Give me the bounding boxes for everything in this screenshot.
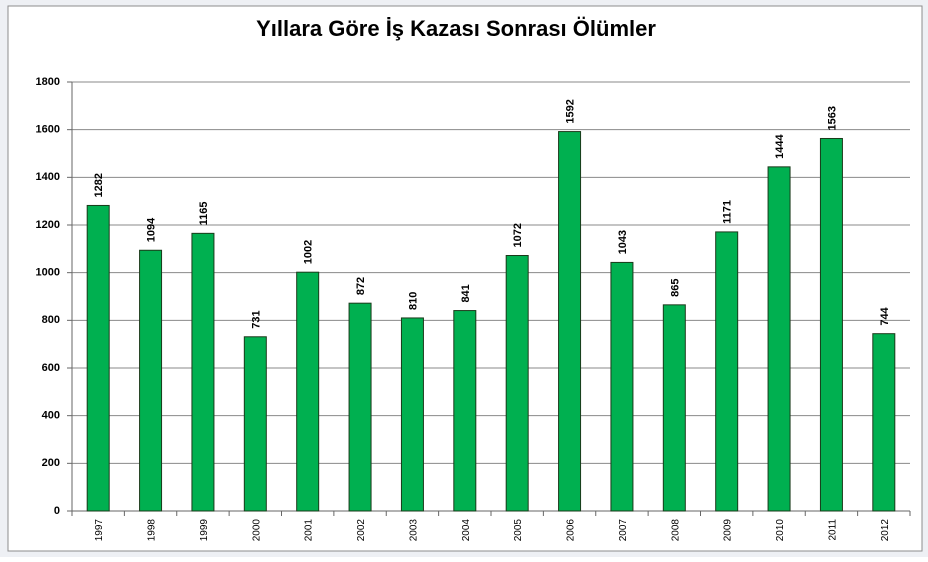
x-tick-label: 1998: [147, 519, 158, 542]
data-label: 810: [407, 292, 419, 310]
y-tick-label: 1000: [36, 267, 60, 279]
data-label: 872: [355, 277, 367, 295]
bar: [715, 231, 739, 512]
bar: [453, 310, 477, 512]
data-label: 731: [250, 310, 262, 328]
y-tick-label: 400: [42, 410, 60, 422]
bar: [662, 304, 686, 512]
y-tick-label: 0: [54, 505, 60, 517]
x-tick-label: 2005: [513, 519, 524, 542]
bar: [610, 261, 634, 512]
data-label: 1002: [303, 240, 315, 264]
data-label: 1072: [512, 223, 524, 247]
x-tick-label: 2001: [304, 519, 315, 542]
data-label: 1094: [146, 217, 158, 242]
data-label: 1043: [617, 230, 629, 254]
bar: [86, 204, 110, 512]
x-tick-label: 2008: [670, 519, 681, 542]
bar: [296, 271, 320, 512]
bar: [243, 336, 267, 512]
bar: [819, 137, 843, 512]
y-tick-label: 1600: [36, 124, 60, 136]
x-tick-label: 2011: [827, 519, 838, 541]
data-label: 1171: [722, 200, 734, 224]
y-tick-label: 1200: [36, 219, 60, 231]
bar: [767, 166, 791, 512]
y-tick-label: 1400: [36, 171, 60, 183]
x-tick-label: 2009: [723, 519, 734, 542]
data-label: 1165: [198, 201, 210, 225]
data-label: 841: [460, 284, 472, 302]
bar: [400, 317, 424, 512]
x-tick-label: 2002: [356, 519, 367, 542]
bar: [191, 232, 215, 512]
bar: [872, 333, 896, 512]
x-tick-label: 2007: [618, 519, 629, 542]
data-label: 1282: [93, 173, 105, 197]
bar: [505, 255, 529, 512]
y-tick-label: 1800: [36, 76, 60, 88]
x-tick-label: 2004: [461, 519, 472, 542]
y-tick-label: 200: [42, 457, 60, 469]
data-label: 1592: [565, 99, 577, 123]
bar: [558, 131, 582, 512]
data-label: 865: [669, 278, 681, 296]
y-tick-label: 600: [42, 362, 60, 374]
data-label: 1563: [826, 106, 838, 130]
x-tick-label: 1999: [199, 519, 210, 542]
y-tick-label: 800: [42, 314, 60, 326]
data-label: 744: [879, 306, 891, 325]
bar: [139, 249, 163, 512]
x-tick-label: 2010: [775, 519, 786, 542]
bar: [348, 302, 372, 512]
x-tick-label: 1997: [94, 519, 105, 542]
chart-title: Yıllara Göre İş Kazası Sonrası Ölümler: [256, 16, 656, 41]
x-tick-label: 2000: [251, 519, 262, 542]
data-label: 1444: [774, 133, 786, 158]
x-tick-label: 2006: [566, 519, 577, 542]
x-tick-label: 2012: [880, 519, 891, 542]
x-tick-label: 2003: [408, 519, 419, 542]
